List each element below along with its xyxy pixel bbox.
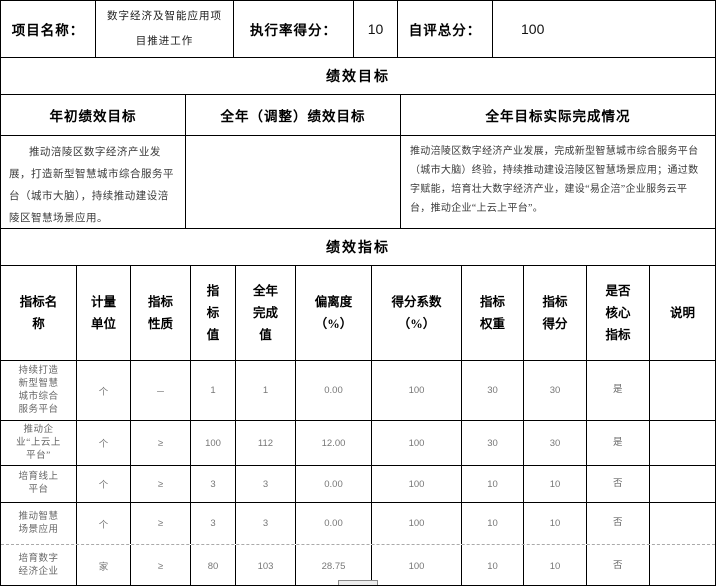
indicators-banner: 绩效指标 [1,229,715,266]
cell-score-coefficient: 100 [372,545,462,585]
goals-header-actual: 全年目标实际完成情况 [485,109,631,124]
cell-unit: 个 [77,466,131,502]
cell-score: 10 [524,545,587,585]
cell-indicator-name: 推动智慧场景应用 [1,503,77,544]
cell-score-coefficient: 100 [372,361,462,420]
cell-target-value: 3 [191,466,236,502]
cell-core: 是 [587,361,650,420]
cell-completed-value: 3 [236,503,296,544]
cell-nature: ≥ [131,421,191,465]
cell-weight: 10 [462,545,524,585]
cell-score: 30 [524,421,587,465]
cell-unit: 个 [77,503,131,544]
col-header-weight: 指标权重 [462,266,524,360]
cell-indicator-name: 推动企业“上云上平台” [1,421,77,465]
cell-nature: ≥ [131,545,191,585]
col-header-score: 指标得分 [524,266,587,360]
cell-indicator-name: 培育数字经济企业 [1,545,77,585]
goals-actual-text-cell: 推动涪陵区数字经济产业发展，完成新型智慧城市综合服务平台（城市大脑）终验，持续推… [401,136,715,228]
col-header-remark: 说明 [669,306,695,320]
col-header-core: 是否核心指标 [587,266,650,360]
cell-deviation: 28.75 [296,545,372,585]
col-header-nature: 指标性质 [131,266,191,360]
execution-score-label: 执行率得分： [234,1,354,57]
cell-score: 10 [524,466,587,502]
goals-adjusted-text [186,136,202,142]
page-break-artifact [338,580,378,585]
project-header-row: 项目名称： 数字经济及智能应用项目推进工作 执行率得分： 10 自评总分： 10… [1,1,715,58]
cell-remark [650,466,715,502]
cell-target-value: 80 [191,545,236,585]
cell-deviation: 12.00 [296,421,372,465]
cell-core: 否 [587,466,650,502]
cell-target-value: 3 [191,503,236,544]
cell-indicator-name: 持续打造新型智慧城市综合服务平台 [1,361,77,420]
cell-unit: 个 [77,361,131,420]
goals-header-row: 年初绩效目标 全年（调整）绩效目标 全年目标实际完成情况 [1,95,715,136]
col-header-unit: 计量单位 [77,266,131,360]
cell-completed-value: 3 [236,466,296,502]
table-row: 持续打造新型智慧城市综合服务平台 个 － 1 1 0.00 100 30 30 … [1,361,715,421]
col-header-indicator-name: 指标名称 [1,266,77,360]
indicators-header-row: 指标名称 计量单位 指标性质 指标值 全年完成值 偏离度（%） 得分系数（%） … [1,266,715,361]
cell-nature: － [131,361,191,420]
self-score-value: 100 [521,21,545,37]
cell-deviation: 0.00 [296,361,372,420]
goals-banner: 绩效目标 [1,58,715,95]
table-row: 推动智慧场景应用 个 ≥ 3 3 0.00 100 10 10 否 [1,503,715,544]
cell-weight: 30 [462,361,524,420]
self-score-label: 自评总分： [398,1,493,57]
cell-nature: ≥ [131,503,191,544]
cell-score: 10 [524,503,587,544]
table-row: 培育线上平台 个 ≥ 3 3 0.00 100 10 10 否 [1,466,715,503]
goals-actual-text: 推动涪陵区数字经济产业发展，完成新型智慧城市综合服务平台（城市大脑）终验，持续推… [410,146,699,214]
goals-body-row: 推动涪陵区数字经济产业发展，打造新型智慧城市综合服务平台（城市大脑），持续推动建… [1,136,715,229]
cell-deviation: 0.00 [296,466,372,502]
cell-weight: 10 [462,503,524,544]
cell-target-value: 100 [191,421,236,465]
cell-core: 否 [587,503,650,544]
col-header-completed-value: 全年完成值 [236,266,296,360]
cell-target-value: 1 [191,361,236,420]
cell-remark [650,503,715,544]
goals-initial-text: 推动涪陵区数字经济产业发展，打造新型智慧城市综合服务平台（城市大脑），持续推动建… [9,147,174,224]
cell-score-coefficient: 100 [372,421,462,465]
execution-score-value: 10 [354,1,398,57]
table-row: 推动企业“上云上平台” 个 ≥ 100 112 12.00 100 30 30 … [1,421,715,466]
cell-unit: 个 [77,421,131,465]
cell-completed-value: 1 [236,361,296,420]
cell-indicator-name: 培育线上平台 [1,466,77,502]
cell-weight: 10 [462,466,524,502]
goals-header-adjusted: 全年（调整）绩效目标 [186,95,401,135]
goals-header-initial: 年初绩效目标 [1,95,186,135]
cell-unit: 家 [77,545,131,585]
cell-score-coefficient: 100 [372,466,462,502]
cell-completed-value: 112 [236,421,296,465]
cell-remark [650,361,715,420]
cell-deviation: 0.00 [296,503,372,544]
cell-core: 是 [587,421,650,465]
cell-completed-value: 103 [236,545,296,585]
cell-score-coefficient: 100 [372,503,462,544]
cell-weight: 30 [462,421,524,465]
project-name-label: 项目名称： [1,1,96,57]
goals-adjusted-text-cell [186,136,401,228]
cell-nature: ≥ [131,466,191,502]
col-header-score-coefficient: 得分系数（%） [372,266,462,360]
cell-remark [650,545,715,585]
project-name-value: 数字经济及智能应用项目推进工作 [96,1,234,57]
goals-initial-text-cell: 推动涪陵区数字经济产业发展，打造新型智慧城市综合服务平台（城市大脑），持续推动建… [1,136,186,228]
cell-score: 30 [524,361,587,420]
cell-core: 否 [587,545,650,585]
cell-remark [650,421,715,465]
col-header-deviation: 偏离度（%） [296,266,372,360]
col-header-target-value: 指标值 [191,266,236,360]
table-row: 培育数字经济企业 家 ≥ 80 103 28.75 100 10 10 否 [1,544,715,585]
